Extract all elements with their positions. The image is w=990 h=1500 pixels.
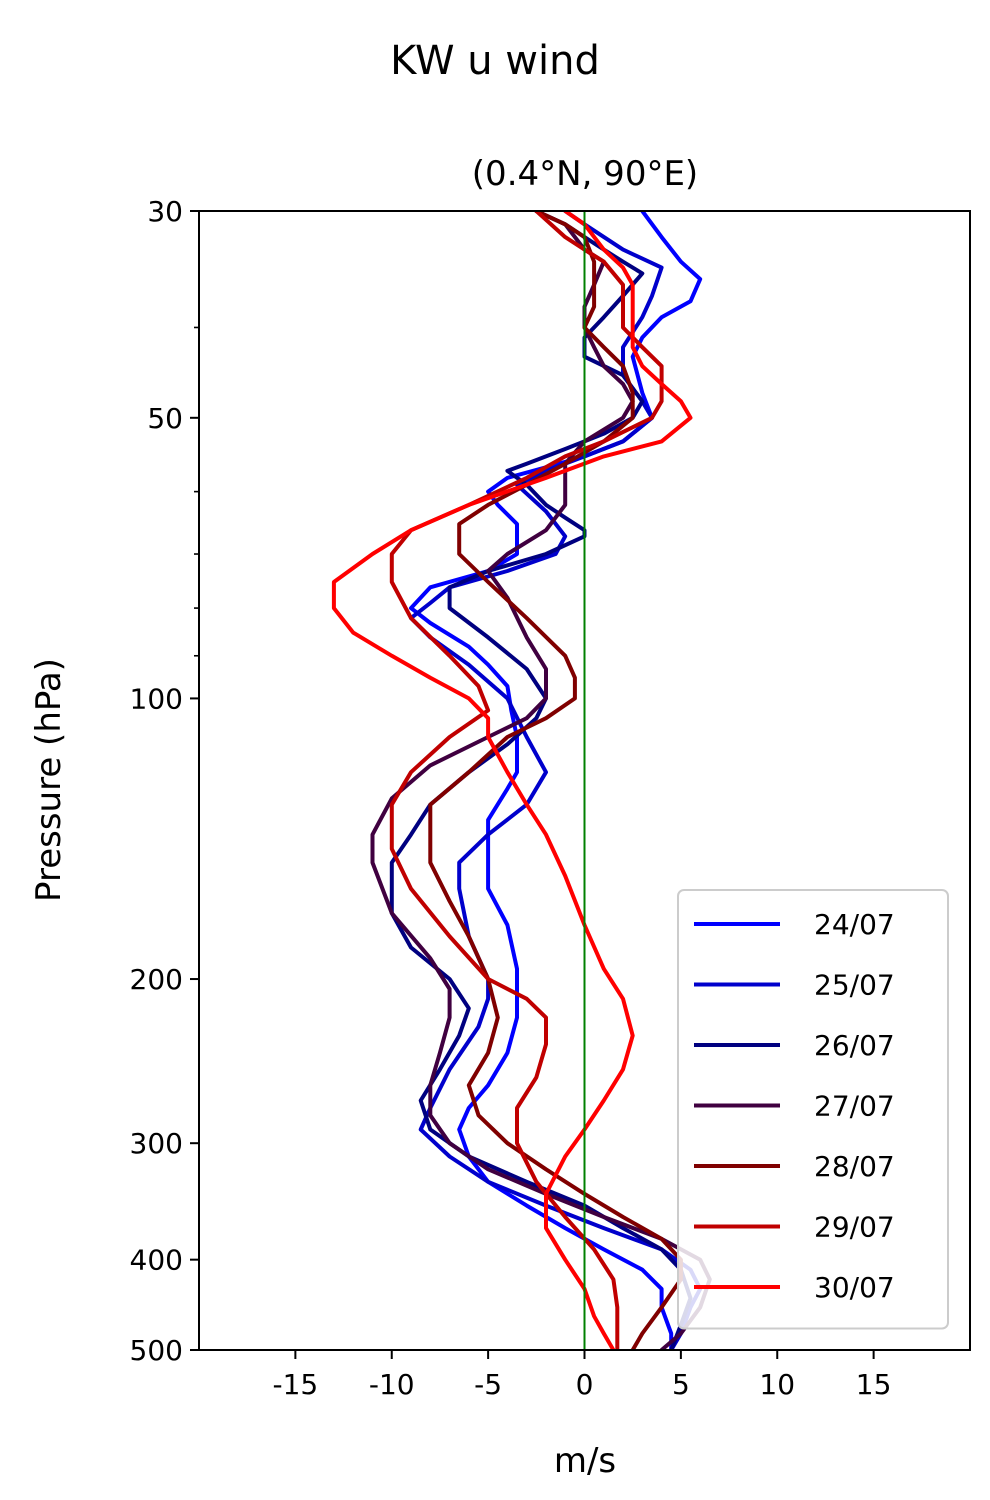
y-tick-label: 200 — [130, 963, 183, 996]
x-tick-label: -10 — [369, 1368, 415, 1401]
y-tick-label: 500 — [130, 1334, 183, 1367]
y-tick-label: 400 — [130, 1244, 183, 1277]
y-tick-label: 300 — [130, 1127, 183, 1160]
legend-label: 26/07 — [814, 1029, 895, 1062]
legend-label: 30/07 — [814, 1271, 895, 1304]
series-line-29-07 — [389, 211, 664, 1350]
axes: -15 -10 -5 0 5 10 15 30 50 100 200 300 400 500 — [130, 195, 971, 1401]
legend: 24/07 25/07 26/07 27/07 28/07 29/07 30/07 — [677, 889, 949, 1330]
series-line-27-07 — [370, 211, 712, 1350]
legend-box — [677, 889, 949, 1330]
x-tick-label: 0 — [576, 1368, 594, 1401]
series-line-30-07 — [331, 211, 693, 1350]
x-tick-label: 15 — [856, 1368, 892, 1401]
x-axis-label: m/s — [554, 1441, 616, 1481]
axes-title: (0.4°N, 90°E) — [472, 154, 698, 194]
legend-label: 24/07 — [814, 908, 895, 941]
y-tick-label: 100 — [130, 682, 183, 715]
legend-label: 29/07 — [814, 1211, 895, 1244]
y-tick-label: 30 — [147, 195, 183, 228]
plot-area — [331, 211, 712, 1350]
legend-label: 25/07 — [814, 969, 895, 1002]
x-tick-label: -5 — [474, 1368, 502, 1401]
x-tick-label: 10 — [759, 1368, 795, 1401]
y-tick-label: 50 — [147, 402, 183, 435]
series-line-28-07 — [428, 211, 683, 1350]
legend-label: 28/07 — [814, 1150, 895, 1183]
y-axis-label: Pressure (hPa) — [29, 658, 69, 902]
figure-suptitle: KW u wind — [390, 38, 600, 84]
legend-label: 27/07 — [814, 1090, 895, 1123]
x-tick-label: -15 — [273, 1368, 319, 1401]
x-tick-label: 5 — [672, 1368, 690, 1401]
